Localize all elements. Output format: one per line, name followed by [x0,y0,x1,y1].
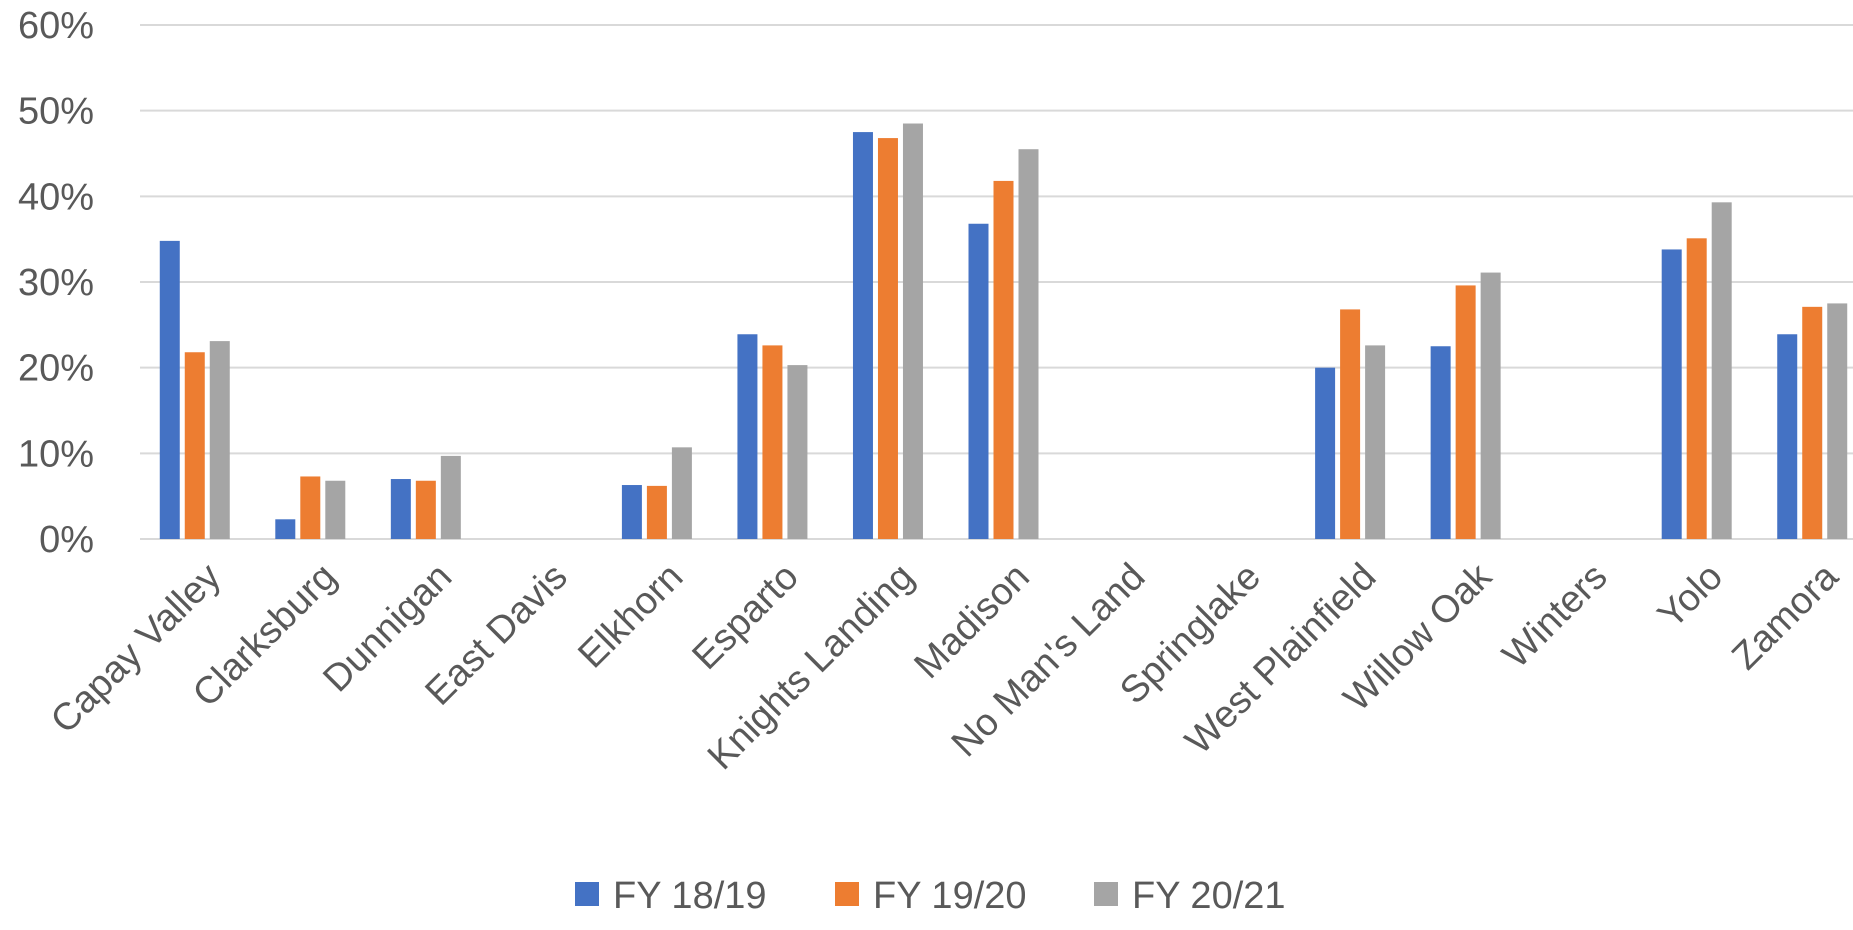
bar [621,485,642,539]
y-tick-label: 20% [18,348,94,390]
bar [852,132,873,540]
bar [275,519,296,539]
legend-swatch [575,882,599,906]
y-tick-label: 30% [18,262,94,304]
bar [646,485,667,539]
bar [1777,334,1798,539]
bar [1802,306,1823,539]
bar [159,240,180,539]
legend-swatch [1094,882,1118,906]
bar [1365,345,1386,539]
bar [1480,272,1501,539]
bar [1430,346,1451,539]
bar [1455,285,1476,539]
legend-label: FY 20/21 [1132,875,1286,917]
legend-label: FY 18/19 [613,875,767,917]
bar [993,180,1014,539]
bar [1315,367,1336,539]
x-category-label: Zamora [1724,555,1847,678]
bar [1018,149,1039,539]
bar [762,345,783,539]
bar [440,455,461,539]
x-category-label: Yolo [1650,556,1731,637]
y-tick-label: 50% [18,91,94,133]
bar [415,480,436,539]
x-category-label: Winters [1495,556,1616,677]
legend-label: FY 19/20 [873,875,1027,917]
legend: FY 18/19 FY 19/20 FY 20/21 [575,875,1286,917]
y-tick-label: 10% [18,433,94,475]
bar [1711,202,1732,539]
x-category-label: Knights Landing [700,556,922,778]
y-tick-label: 0% [39,519,94,561]
bar [209,341,230,539]
bars [159,123,1848,540]
legend-swatch [835,882,859,906]
x-category-label: Elkhorn [570,556,691,677]
bar [877,138,898,539]
bar [787,365,808,539]
bar [902,123,923,540]
bar [300,476,321,539]
bar [737,334,758,539]
bar [1661,249,1682,540]
x-category-label: No Man's Land [944,556,1154,766]
bar [184,352,205,539]
bar [1827,303,1848,539]
bar [325,480,346,539]
bar [968,223,989,539]
y-tick-label: 40% [18,176,94,218]
x-category-label: Capay Valley [43,556,229,742]
bar [390,479,411,539]
bar [1340,309,1361,539]
bar [1686,238,1707,539]
y-tick-label: 60% [18,5,94,47]
bar [671,447,692,539]
y-axis-tick-labels: 0% 10% 20% 30% 40% 50% 60% [18,5,94,561]
